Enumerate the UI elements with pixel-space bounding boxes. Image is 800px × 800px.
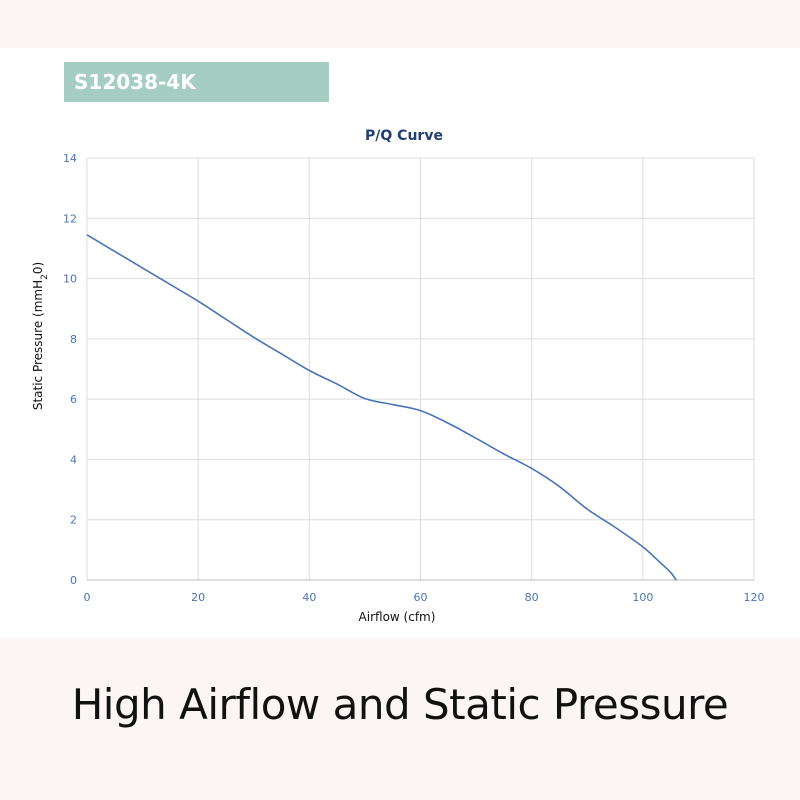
tick-labels: 0 20 40 60 80 100 120 0 2 4 6 8 10 12 14 <box>63 152 765 604</box>
x-tick-label: 20 <box>191 591 205 604</box>
y-tick-label: 12 <box>63 212 77 225</box>
y-tick-label: 14 <box>63 152 77 165</box>
x-tick-label: 100 <box>632 591 653 604</box>
x-tick-label: 120 <box>744 591 765 604</box>
x-tick-label: 60 <box>414 591 428 604</box>
chart-panel <box>0 48 800 638</box>
caption: High Airflow and Static Pressure <box>71 680 729 729</box>
y-axis-label: Static Pressure (mmH20) <box>31 262 50 410</box>
pq-curve-line <box>86 234 677 581</box>
x-tick-label: 80 <box>525 591 539 604</box>
y-axis-label-main: Static Pressure (mmH <box>31 280 45 410</box>
x-tick-label: 40 <box>302 591 316 604</box>
y-tick-label: 4 <box>70 453 77 466</box>
y-axis-label-sub: 2 <box>40 274 50 280</box>
y-tick-label: 8 <box>70 333 77 346</box>
y-tick-label: 2 <box>70 514 77 527</box>
pq-chart: 0 20 40 60 80 100 120 0 2 4 6 8 10 12 14 P/Q Curve Air… <box>31 128 765 624</box>
grid <box>86 157 755 581</box>
chart-title: P/Q Curve <box>365 128 443 144</box>
y-axis-label-end: 0) <box>31 262 45 274</box>
y-tick-label: 10 <box>63 273 77 286</box>
series <box>86 234 677 581</box>
y-tick-label: 0 <box>70 574 77 587</box>
x-axis-label: Airflow (cfm) <box>359 610 436 624</box>
x-tick-label: 0 <box>84 591 91 604</box>
y-tick-label: 6 <box>70 393 77 406</box>
model-badge: S12038-4K <box>64 62 329 102</box>
